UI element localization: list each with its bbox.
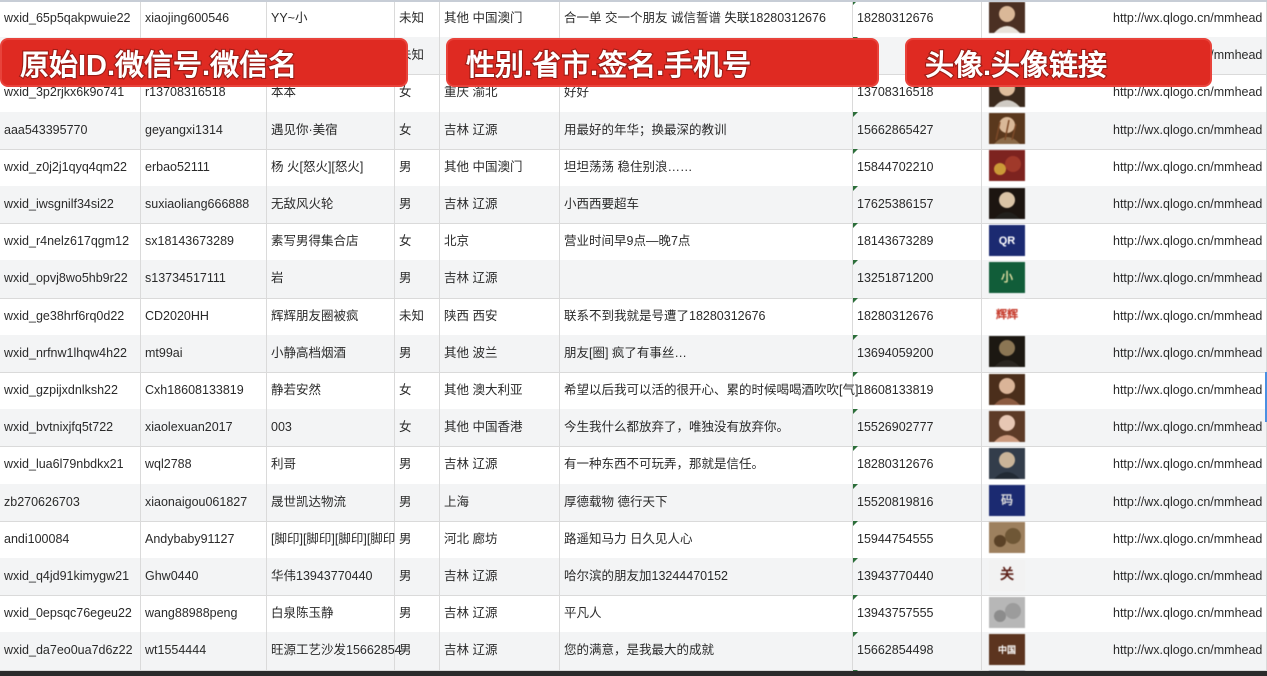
svg-text:辉辉: 辉辉 — [996, 308, 1018, 321]
svg-text:QR: QR — [998, 235, 1015, 247]
svg-text:码: 码 — [1000, 493, 1012, 507]
svg-text:中国: 中国 — [997, 644, 1015, 655]
svg-text:小: 小 — [1000, 269, 1012, 284]
svg-text:关: 关 — [1000, 566, 1014, 582]
